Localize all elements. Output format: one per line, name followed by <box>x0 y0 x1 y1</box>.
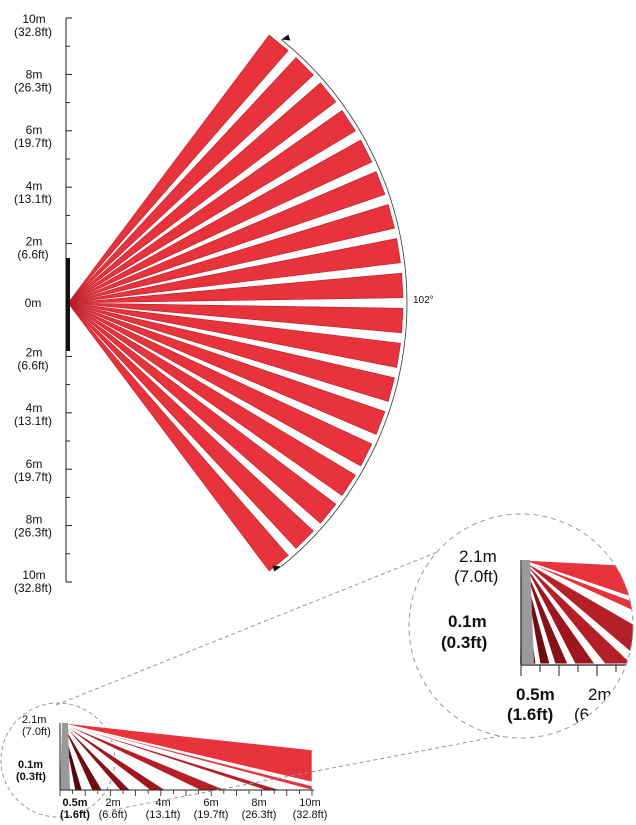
top-beam-5 <box>67 171 386 304</box>
top-view-pattern: 10m(32.8ft)8m(26.3ft)6m(19.7ft)4m(13.1ft… <box>14 12 434 595</box>
top-label-5: 0m <box>25 296 42 310</box>
top-beam-0 <box>67 34 289 304</box>
side-height-label: 2.1m <box>22 714 46 726</box>
top-beam-6 <box>67 204 395 304</box>
zoom-beam-4 <box>521 559 596 665</box>
top-label-7: 4m <box>26 401 43 415</box>
top-beam-11 <box>67 302 395 402</box>
top-beam-9 <box>67 302 404 334</box>
zoom-dist-label-1-ft: (6.6ft) <box>574 705 618 724</box>
vertical-axis-labels: 10m(32.8ft)8m(26.3ft)6m(19.7ft)4m(13.1ft… <box>14 12 52 595</box>
top-label-1: 8m <box>26 68 43 82</box>
side-dist-label-ft-3: (19.7ft) <box>194 809 229 821</box>
side-dist-label-ft-0: (1.6ft) <box>60 809 90 821</box>
zoom-view-beams <box>520 559 633 665</box>
top-beam-12 <box>67 302 386 435</box>
top-label-ft-1: (26.3ft) <box>14 81 52 95</box>
top-label-ft-4: (6.6ft) <box>17 247 48 261</box>
zoom-connector-top <box>55 544 456 706</box>
top-beam-1 <box>67 57 314 304</box>
top-view-beams <box>67 34 404 572</box>
top-label-ft-2: (19.7ft) <box>14 136 52 150</box>
side-dist-label-4: 8m <box>251 797 266 809</box>
side-height-label-ft: (7.0ft) <box>22 726 51 738</box>
top-beam-4 <box>67 139 373 304</box>
top-beam-7 <box>67 238 401 304</box>
side-view-beams <box>60 722 313 791</box>
top-label-ft-9: (26.3ft) <box>14 525 52 539</box>
top-label-3: 4m <box>26 179 43 193</box>
zoom-beam-2 <box>521 559 633 662</box>
top-beam-10 <box>67 302 401 368</box>
top-label-2: 6m <box>26 123 43 137</box>
zoom-beam-0 <box>521 559 633 601</box>
side-dist-label-2: 4m <box>155 797 170 809</box>
side-view-axis <box>59 723 314 796</box>
side-beam-1 <box>61 722 313 791</box>
zoom-beam-3 <box>521 559 633 665</box>
top-label-8: 6m <box>26 457 43 471</box>
zoom-height-label: 2.1m <box>459 547 497 566</box>
top-label-9: 8m <box>26 512 43 526</box>
side-view-pattern: 2.1m (7.0ft) 0.1m (0.3ft) 0.5m(1.6ft)2m(… <box>0 702 327 821</box>
zoom-low-label-ft: (0.3ft) <box>441 633 487 652</box>
side-beam-0 <box>61 722 313 783</box>
arc-arrowhead <box>272 565 282 572</box>
top-label-ft-6: (6.6ft) <box>17 359 48 373</box>
top-label-ft-8: (19.7ft) <box>14 470 52 484</box>
top-beam-3 <box>67 109 356 304</box>
zoom-dist-label-0-ft: (1.6ft) <box>507 705 553 724</box>
top-label-6: 2m <box>26 346 43 360</box>
sensor-mount-shadow <box>60 723 70 790</box>
zoom-beam-5 <box>521 559 569 665</box>
top-beam-8 <box>67 272 404 304</box>
zoom-low-label: 0.1m <box>448 612 487 631</box>
side-dist-label-1: 2m <box>105 797 120 809</box>
side-dist-label-0: 0.5m <box>62 797 87 809</box>
top-label-4: 2m <box>26 234 43 248</box>
top-beam-17 <box>67 302 289 572</box>
zoom-view-axis <box>520 560 633 676</box>
side-dist-label-5: 10m <box>299 797 320 809</box>
side-distance-labels: 0.5m(1.6ft) 2m(6.6ft) 4m(13.1ft) 6m(19.7ft)… <box>60 797 327 821</box>
side-dist-label-ft-2: (13.1ft) <box>146 809 181 821</box>
top-beam-16 <box>67 302 314 549</box>
sensor-icon <box>66 258 70 351</box>
top-label-ft-0: (32.8ft) <box>14 25 52 39</box>
top-beam-13 <box>67 302 373 467</box>
side-dist-label-ft-4: (26.3ft) <box>242 809 277 821</box>
top-label-0: 10m <box>22 12 45 26</box>
zoom-dist-label-1: 2m <box>588 685 612 704</box>
arc-arrowhead <box>281 34 291 41</box>
top-label-ft-7: (13.1ft) <box>14 414 52 428</box>
side-dist-label-3: 6m <box>203 797 218 809</box>
top-beam-15 <box>67 302 337 524</box>
zoom-beam-1 <box>521 559 633 615</box>
top-beam-2 <box>67 82 337 304</box>
side-dist-label-ft-5: (32.8ft) <box>293 809 328 821</box>
zoom-connector-bottom <box>111 735 501 811</box>
coverage-angle-label: 102° <box>413 295 434 306</box>
side-low-label: 0.1m <box>18 759 43 771</box>
zoom-mount-shadow <box>520 560 534 664</box>
top-beam-14 <box>67 302 356 497</box>
top-label-ft-3: (13.1ft) <box>14 192 52 206</box>
zoom-dist-label-0: 0.5m <box>516 685 555 704</box>
zoom-height-label-ft: (7.0ft) <box>454 567 498 586</box>
zoom-magnifier-circle <box>408 513 634 739</box>
zoomed-detail-view: 2.1m (7.0ft) 0.1m (0.3ft) 0.5m (1.6ft) 2… <box>408 513 634 739</box>
top-label-ft-10: (32.8ft) <box>14 581 52 595</box>
side-low-label-ft: (0.3ft) <box>16 771 46 783</box>
side-dist-label-ft-1: (6.6ft) <box>99 809 128 821</box>
coverage-angle-arc <box>272 34 408 572</box>
top-label-10: 10m <box>22 568 45 582</box>
